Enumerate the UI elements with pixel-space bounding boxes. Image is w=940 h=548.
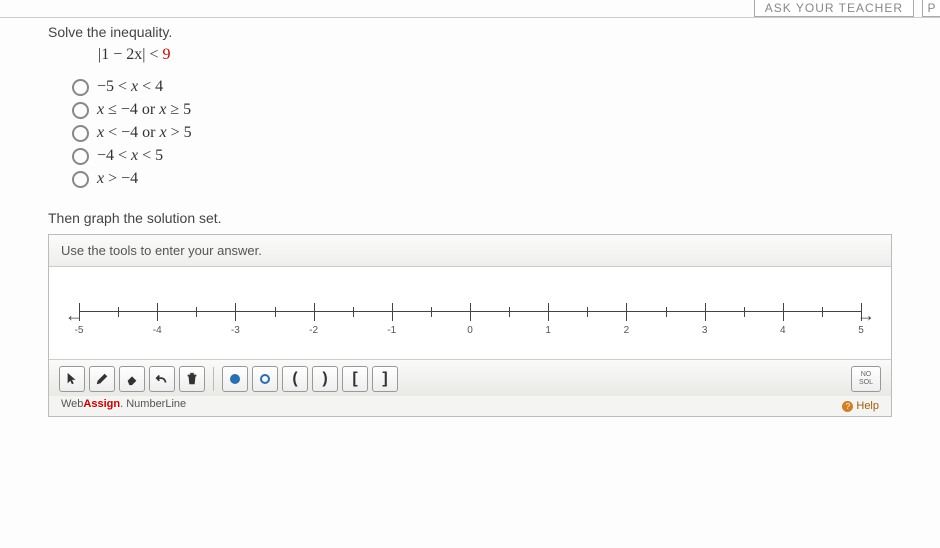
ask-teacher-button[interactable]: ASK YOUR TEACHER (754, 0, 914, 17)
answer-options: −5 < x < 4 x ≤ −4 or x ≥ 5 x < −4 or x > 5… (72, 78, 892, 188)
option-label: −4 < x < 5 (97, 147, 163, 165)
inequality-expression: |1 − 2x| < 9 (98, 46, 892, 64)
ineq-left: |1 − 2 (98, 46, 134, 63)
clear-tool[interactable] (179, 366, 205, 392)
graph-instruction: Then graph the solution set. (48, 210, 892, 226)
help-link[interactable]: ? Help (842, 400, 879, 412)
option-label: x ≤ −4 or x ≥ 5 (97, 101, 191, 119)
practice-button[interactable]: P (922, 0, 940, 17)
major-tick (314, 303, 315, 321)
numberline-brand: WebAssign. NumberLine ? Help (49, 396, 891, 416)
toolbar-separator (213, 367, 214, 391)
minor-tick (431, 307, 432, 317)
major-tick (626, 303, 627, 321)
tick-label: 4 (780, 325, 786, 336)
brand-rest: . NumberLine (120, 398, 186, 410)
erase-tool[interactable] (119, 366, 145, 392)
minor-tick (666, 307, 667, 317)
minor-tick (744, 307, 745, 317)
major-tick (705, 303, 706, 321)
major-tick (235, 303, 236, 321)
brand-web: Web (61, 398, 83, 410)
tick-label: 2 (624, 325, 630, 336)
top-bar: ASK YOUR TEACHER P (0, 0, 940, 18)
radio-icon[interactable] (72, 148, 89, 165)
option-label: x < −4 or x > 5 (97, 124, 192, 142)
numberline-panel: Use the tools to enter your answer. ← -5… (48, 234, 892, 417)
help-icon: ? (842, 401, 853, 412)
numberline-canvas[interactable]: ← -5-4-3-2-1012345 → (49, 267, 891, 359)
tick-label: 1 (545, 325, 551, 336)
brand-assign: Assign (83, 398, 120, 410)
closed-left-bracket-tool[interactable]: [ (342, 366, 368, 392)
question-content: Solve the inequality. |1 − 2x| < 9 −5 < … (0, 0, 940, 417)
tick-label: -5 (75, 325, 84, 336)
major-tick (392, 303, 393, 321)
tick-label: 3 (702, 325, 708, 336)
numberline-toolbar: ()[] NOSOL (49, 359, 891, 396)
minor-tick (509, 307, 510, 317)
radio-icon[interactable] (72, 79, 89, 96)
major-tick (548, 303, 549, 321)
option-label: −5 < x < 4 (97, 78, 163, 96)
help-label: Help (856, 400, 879, 412)
answer-option-1[interactable]: x ≤ −4 or x ≥ 5 (72, 101, 892, 119)
tick-label: -1 (387, 325, 396, 336)
minor-tick (822, 307, 823, 317)
radio-icon[interactable] (72, 125, 89, 142)
ineq-mid: | < (142, 46, 162, 63)
minor-tick (196, 307, 197, 317)
answer-option-2[interactable]: x < −4 or x > 5 (72, 124, 892, 142)
no-solution-button[interactable]: NOSOL (851, 366, 881, 392)
major-tick (783, 303, 784, 321)
open-right-paren-tool[interactable]: ) (312, 366, 338, 392)
answer-option-0[interactable]: −5 < x < 4 (72, 78, 892, 96)
numberline-ticks: -5-4-3-2-1012345 (79, 301, 861, 341)
prompt-text: Solve the inequality. (48, 24, 892, 40)
pointer-tool[interactable] (59, 366, 85, 392)
open-left-paren-tool[interactable]: ( (282, 366, 308, 392)
minor-tick (587, 307, 588, 317)
answer-option-4[interactable]: x > −4 (72, 170, 892, 188)
tick-label: -3 (231, 325, 240, 336)
closed-right-bracket-tool[interactable]: ] (372, 366, 398, 392)
open-point-tool[interactable] (252, 366, 278, 392)
major-tick (157, 303, 158, 321)
numberline-header: Use the tools to enter your answer. (49, 235, 891, 267)
tick-label: -4 (153, 325, 162, 336)
tick-label: 0 (467, 325, 473, 336)
tick-label: -2 (309, 325, 318, 336)
draw-tool[interactable] (89, 366, 115, 392)
minor-tick (275, 307, 276, 317)
undo-tool[interactable] (149, 366, 175, 392)
major-tick (79, 303, 80, 321)
radio-icon[interactable] (72, 171, 89, 188)
closed-point-tool[interactable] (222, 366, 248, 392)
ineq-right: 9 (162, 46, 170, 63)
minor-tick (118, 307, 119, 317)
answer-option-3[interactable]: −4 < x < 5 (72, 147, 892, 165)
major-tick (470, 303, 471, 321)
axis-arrow-right-icon: → (857, 305, 875, 326)
minor-tick (353, 307, 354, 317)
tick-label: 5 (858, 325, 864, 336)
radio-icon[interactable] (72, 102, 89, 119)
option-label: x > −4 (97, 170, 138, 188)
